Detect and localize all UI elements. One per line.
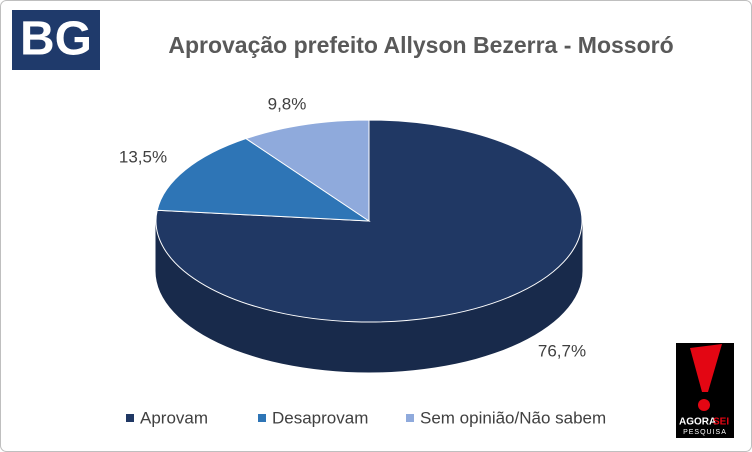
logo-left-box xyxy=(12,10,100,70)
logo-right-c: PESQUISA xyxy=(683,429,727,436)
legend-marker xyxy=(258,414,266,422)
data-label: 13,5% xyxy=(119,147,167,166)
legend-label: Sem opinião/Não sabem xyxy=(420,408,606,427)
pie-slice xyxy=(156,137,371,222)
logo-right-a: AGORA xyxy=(679,417,716,428)
logo-left: BG xyxy=(20,13,92,66)
pie: 76,7% 13,5% 9,8% xyxy=(119,94,586,373)
logo-exclamation xyxy=(690,344,722,392)
logo-dot xyxy=(698,399,710,411)
data-label: 9,8% xyxy=(268,94,307,113)
data-label: 76,7% xyxy=(538,341,586,360)
pie-slice xyxy=(244,119,370,222)
legend-marker xyxy=(406,414,414,422)
legend-label: Aprovam xyxy=(140,408,208,427)
chart-title: Aprovação prefeito Allyson Bezerra - Mos… xyxy=(168,32,673,58)
legend: Aprovam Desaprovam Sem opinião/Não sabem xyxy=(126,408,606,427)
logo-right-b: SEI xyxy=(713,417,729,428)
legend-marker xyxy=(126,414,134,422)
pie-slice xyxy=(155,119,583,323)
legend-label: Desaprovam xyxy=(272,408,368,427)
